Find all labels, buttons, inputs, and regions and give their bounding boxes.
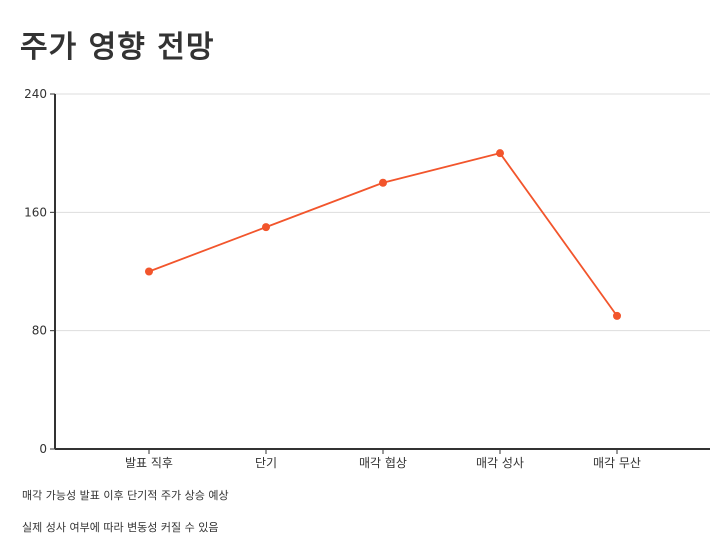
note-1: 매각 가능성 발표 이후 단기적 주가 상승 예상 [22,489,229,502]
data-point [262,223,270,232]
y-axis-ticks: 0 80 160 240 [24,87,55,456]
y-tick-label: 160 [24,205,47,219]
x-tick-label: 매각 협상 [359,456,407,470]
grid-lines [55,93,710,332]
x-tick-label: 발표 직후 [125,456,173,470]
series-line [148,152,618,317]
y-tick-label: 80 [32,324,47,338]
data-point [613,311,621,320]
data-point [379,178,387,187]
y-tick-label: 240 [24,87,47,101]
x-tick-label: 단기 [255,456,277,470]
y-tick-label: 0 [39,442,47,456]
chart-title: 주가 영향 전망 [20,30,215,65]
x-axis-ticks: 발표 직후 단기 매각 협상 매각 성사 매각 무산 [125,449,641,470]
data-points [145,149,621,320]
x-tick-label: 매각 성사 [476,456,524,470]
data-point [496,149,504,158]
x-tick-label: 매각 무산 [593,456,641,470]
note-2: 실제 성사 여부에 따라 변동성 커질 수 있음 [22,521,219,534]
data-point [145,267,153,276]
